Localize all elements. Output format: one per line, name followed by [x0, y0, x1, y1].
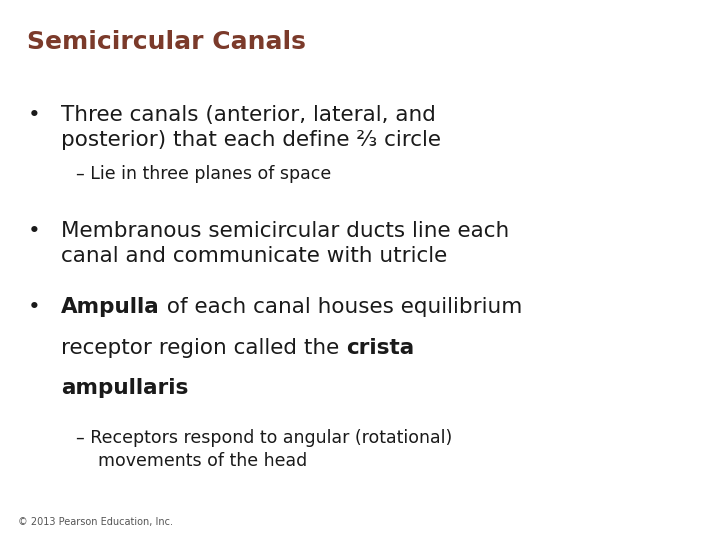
Text: ampullaris: ampullaris	[61, 378, 189, 398]
Text: – Receptors respond to angular (rotational)
    movements of the head: – Receptors respond to angular (rotation…	[76, 429, 452, 470]
Text: crista: crista	[346, 338, 415, 357]
Text: of each canal houses equilibrium: of each canal houses equilibrium	[160, 297, 522, 317]
Text: – Lie in three planes of space: – Lie in three planes of space	[76, 165, 331, 183]
Text: Three canals (anterior, lateral, and
posterior) that each define ⅔ circle: Three canals (anterior, lateral, and pos…	[61, 105, 441, 150]
Text: © 2013 Pearson Education, Inc.: © 2013 Pearson Education, Inc.	[18, 516, 173, 526]
Text: •: •	[27, 221, 40, 241]
Text: •: •	[27, 105, 40, 125]
Text: •: •	[27, 297, 40, 317]
Text: Membranous semicircular ducts line each
canal and communicate with utricle: Membranous semicircular ducts line each …	[61, 221, 510, 266]
Text: Ampulla: Ampulla	[61, 297, 160, 317]
Text: Semicircular Canals: Semicircular Canals	[27, 30, 306, 53]
Text: receptor region called the: receptor region called the	[61, 338, 346, 357]
